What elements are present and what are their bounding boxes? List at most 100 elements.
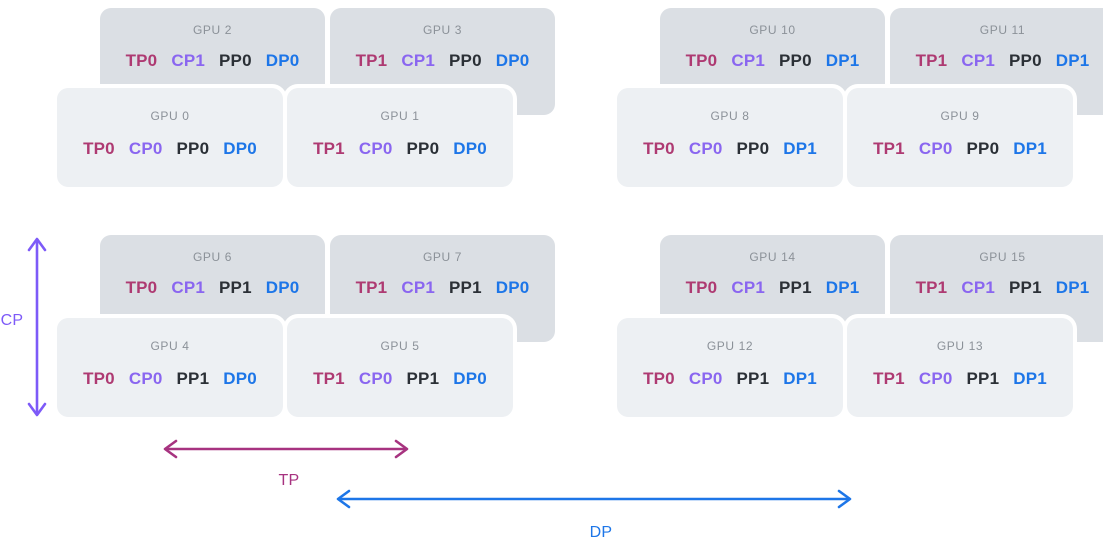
dp-axis-label: DP — [589, 524, 613, 541]
gpu-card-title: GPU 15 — [979, 250, 1026, 264]
gpu-card-13: GPU 13 TP1 CP0 PP1 DP1 — [847, 318, 1073, 417]
dp-label: DP0 — [223, 139, 257, 158]
dp-label: DP1 — [825, 51, 860, 70]
cp-axis-label: CP — [0, 312, 24, 329]
pp-label: PP1 — [449, 278, 482, 297]
gpu-card-title: GPU 9 — [940, 109, 980, 123]
tp-label: TP0 — [685, 278, 718, 297]
pp-label: PP1 — [736, 369, 770, 388]
gpu-tags: TP0 CP0 PP0 DP0 — [57, 138, 283, 160]
cp-label: CP1 — [401, 278, 436, 297]
pp-label: PP1 — [219, 278, 252, 297]
cp-label: CP0 — [688, 369, 723, 388]
dp-label: DP1 — [1013, 369, 1047, 388]
cp-label: CP0 — [358, 139, 393, 158]
cp-label: CP1 — [731, 51, 766, 70]
gpu-card-title: GPU 2 — [192, 23, 232, 37]
gpu-card-4: GPU 4 TP0 CP0 PP1 DP0 — [57, 318, 283, 417]
cp-label: CP1 — [401, 51, 436, 70]
pp-label: PP1 — [176, 369, 210, 388]
gpu-tags: TP1 CP0 PP0 DP0 — [287, 138, 513, 160]
gpu-card-title: GPU 14 — [749, 250, 796, 264]
gpu-card-title: GPU 10 — [749, 23, 796, 37]
gpu-tags: TP1 CP1 PP0 DP1 — [890, 50, 1103, 72]
cp-label: CP1 — [961, 51, 996, 70]
cp-label: CP1 — [171, 278, 206, 297]
pp-label: PP0 — [176, 139, 210, 158]
gpu-card-title: GPU 3 — [422, 23, 462, 37]
dp-label: DP0 — [265, 278, 300, 297]
gpu-tags: TP0 CP1 PP1 DP1 — [660, 277, 885, 299]
gpu-card-title: GPU 8 — [710, 109, 750, 123]
tp-label: TP1 — [873, 369, 905, 388]
gpu-card-title: GPU 1 — [380, 109, 420, 123]
cp-label: CP0 — [128, 369, 163, 388]
gpu-card-8: GPU 8 TP0 CP0 PP0 DP1 — [617, 88, 843, 187]
cp-label: CP0 — [128, 139, 163, 158]
tp-label: TP1 — [355, 51, 388, 70]
cp-label: CP0 — [358, 369, 393, 388]
gpu-card-title: GPU 12 — [706, 339, 754, 353]
pp-label: PP1 — [966, 369, 1000, 388]
cp-axis-arrow — [27, 237, 47, 417]
pp-label: PP1 — [1009, 278, 1042, 297]
gpu-tags: TP0 CP1 PP1 DP0 — [100, 277, 325, 299]
dp-label: DP1 — [1055, 51, 1090, 70]
gpu-tags: TP0 CP0 PP1 DP0 — [57, 368, 283, 390]
dp-label: DP1 — [783, 369, 817, 388]
tp-label: TP1 — [355, 278, 388, 297]
tp-label: TP0 — [83, 139, 115, 158]
pp-label: PP0 — [779, 51, 812, 70]
dp-label: DP0 — [495, 51, 530, 70]
pp-label: PP0 — [219, 51, 252, 70]
cp-label: CP1 — [961, 278, 996, 297]
cp-label: CP0 — [918, 369, 953, 388]
gpu-card-title: GPU 11 — [979, 23, 1026, 37]
cp-label: CP0 — [918, 139, 953, 158]
gpu-tags: TP1 CP0 PP1 DP0 — [287, 368, 513, 390]
gpu-card-title: GPU 7 — [422, 250, 462, 264]
gpu-tags: TP1 CP0 PP0 DP1 — [847, 138, 1073, 160]
dp-label: DP0 — [453, 369, 487, 388]
gpu-tags: TP1 CP1 PP0 DP0 — [330, 50, 555, 72]
gpu-card-title: GPU 5 — [380, 339, 420, 353]
pp-label: PP0 — [406, 139, 440, 158]
gpu-tags: TP0 CP0 PP0 DP1 — [617, 138, 843, 160]
gpu-card-1: GPU 1 TP1 CP0 PP0 DP0 — [287, 88, 513, 187]
tp-label: TP0 — [685, 51, 718, 70]
tp-label: TP1 — [915, 278, 948, 297]
pp-label: PP0 — [966, 139, 1000, 158]
tp-label: TP0 — [83, 369, 115, 388]
cp-label: CP0 — [688, 139, 723, 158]
dp-label: DP1 — [1055, 278, 1090, 297]
pp-label: PP0 — [449, 51, 482, 70]
gpu-tags: TP0 CP0 PP1 DP1 — [617, 368, 843, 390]
dp-label: DP1 — [1013, 139, 1047, 158]
tp-label: TP1 — [313, 139, 345, 158]
gpu-card-title: GPU 0 — [150, 109, 190, 123]
dp-label: DP0 — [265, 51, 300, 70]
tp-label: TP1 — [873, 139, 905, 158]
gpu-card-9: GPU 9 TP1 CP0 PP0 DP1 — [847, 88, 1073, 187]
gpu-tags: TP0 CP1 PP0 DP0 — [100, 50, 325, 72]
gpu-tags: TP1 CP0 PP1 DP1 — [847, 368, 1073, 390]
gpu-card-12: GPU 12 TP0 CP0 PP1 DP1 — [617, 318, 843, 417]
gpu-tags: TP0 CP1 PP0 DP1 — [660, 50, 885, 72]
cp-label: CP1 — [171, 51, 206, 70]
gpu-card-5: GPU 5 TP1 CP0 PP1 DP0 — [287, 318, 513, 417]
pp-label: PP1 — [406, 369, 440, 388]
dp-label: DP0 — [453, 139, 487, 158]
pp-label: PP0 — [736, 139, 770, 158]
tp-label: TP0 — [643, 369, 675, 388]
pp-label: PP0 — [1009, 51, 1042, 70]
tp-label: TP0 — [643, 139, 675, 158]
tp-axis-label: TP — [278, 472, 300, 489]
gpu-tags: TP1 CP1 PP1 DP0 — [330, 277, 555, 299]
tp-label: TP1 — [915, 51, 948, 70]
tp-label: TP0 — [125, 51, 158, 70]
gpu-card-title: GPU 13 — [936, 339, 984, 353]
tp-axis-arrow — [163, 439, 409, 459]
dp-axis-arrow — [336, 489, 852, 509]
gpu-tags: TP1 CP1 PP1 DP1 — [890, 277, 1103, 299]
